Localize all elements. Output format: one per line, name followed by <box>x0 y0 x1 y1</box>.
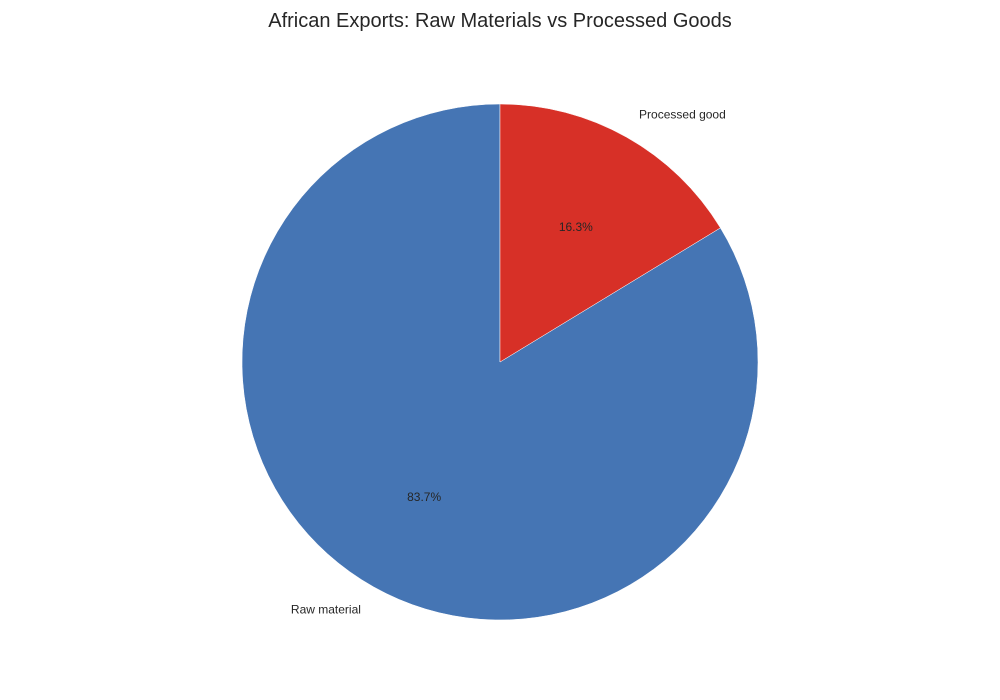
pie-category-label: Processed good <box>639 108 726 122</box>
chart-title: African Exports: Raw Materials vs Proces… <box>268 10 732 32</box>
pie-slice-processed-good <box>499 103 721 363</box>
pie-pct-label: 83.7% <box>407 490 441 504</box>
pie-pct-label: 16.3% <box>559 220 593 234</box>
pie-category-label: Raw material <box>291 602 361 616</box>
